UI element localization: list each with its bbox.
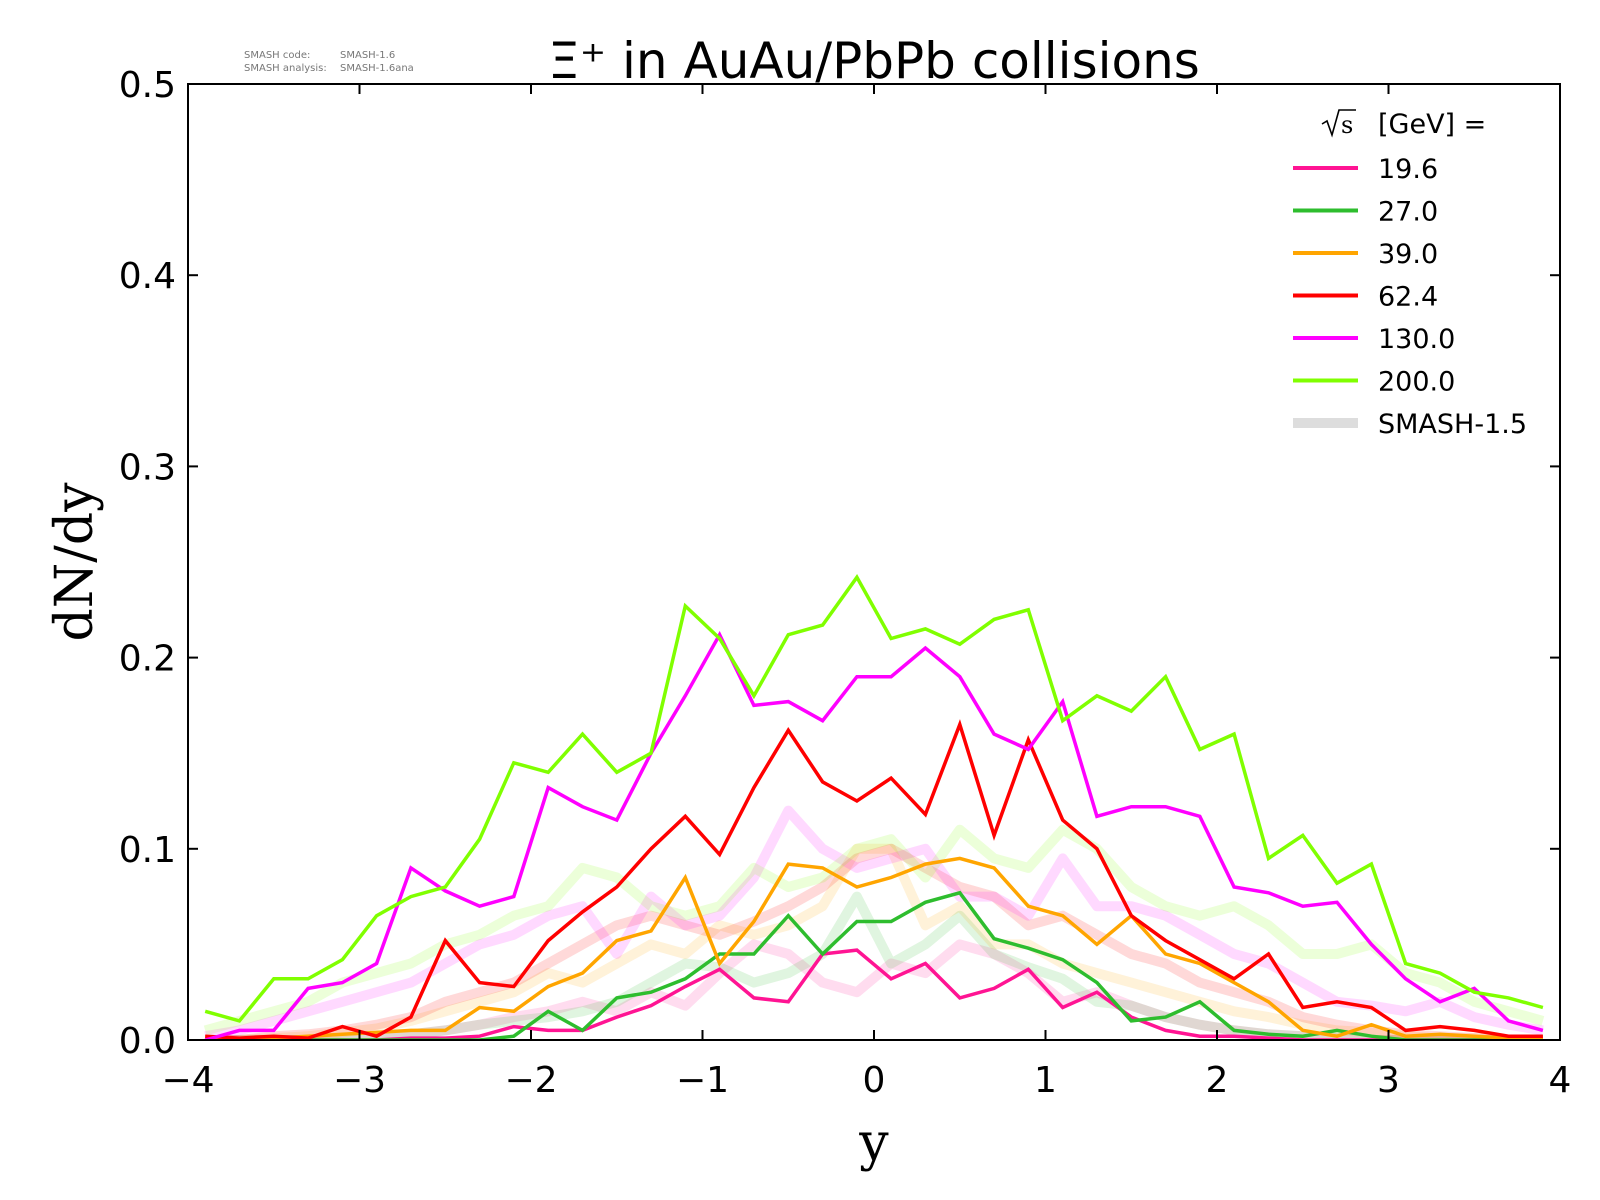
legend-label-reference: SMASH-1.5 xyxy=(1378,409,1527,440)
series-line-200-0 xyxy=(204,574,1544,1023)
reference-line-130-0 xyxy=(204,805,1544,1040)
y-tick-label-0-2: 0.2 xyxy=(119,639,176,680)
legend-title: s [GeV] = xyxy=(1321,109,1486,140)
legend-label-62-4: 62.4 xyxy=(1378,282,1438,313)
series-line-130-0 xyxy=(204,630,1544,1040)
x-tick-label--3: −3 xyxy=(333,1060,386,1101)
legend-label-200-0: 200.0 xyxy=(1378,367,1455,398)
x-tick-label--2: −2 xyxy=(504,1060,557,1101)
smash-analysis-value: SMASH-1.6ana xyxy=(340,63,414,74)
legend-title-suffix: [GeV] = xyxy=(1378,109,1486,140)
x-tick-label-1: 1 xyxy=(1034,1060,1057,1101)
legend: s [GeV] = 19.6 27.0 39.0 62.4 130.0 200.0 SMAS… xyxy=(1293,109,1527,440)
x-tick-label--1: −1 xyxy=(676,1060,729,1101)
legend-label-27-0: 27.0 xyxy=(1378,197,1438,228)
reference-line-200-0 xyxy=(203,824,1545,1036)
legend-label-19-6: 19.6 xyxy=(1378,154,1438,185)
legend-label-39-0: 39.0 xyxy=(1378,239,1438,270)
smash-analysis-label: SMASH analysis: xyxy=(244,63,327,74)
smash-code-value: SMASH-1.6 xyxy=(340,50,395,61)
y-tick-label-0-4: 0.4 xyxy=(119,256,176,297)
y-tick-label-0: 0.0 xyxy=(119,1021,176,1062)
legend-title-root: s xyxy=(1341,111,1353,139)
series-lines xyxy=(204,574,1544,1040)
x-tick-label-0: 0 xyxy=(863,1060,886,1101)
x-axis: −4 −3 −2 −1 0 1 2 3 4 xyxy=(161,84,1571,1101)
reference-line-19-6 xyxy=(205,939,1543,1040)
smash-code-label: SMASH code: xyxy=(244,50,310,61)
x-tick-label-3: 3 xyxy=(1377,1060,1400,1101)
y-tick-label-0-1: 0.1 xyxy=(119,830,176,871)
reference-line-62-4 xyxy=(205,843,1543,1040)
y-axis-label: dN/dy xyxy=(45,482,105,642)
y-tick-label-0-3: 0.3 xyxy=(119,447,176,488)
y-axis: 0.0 0.1 0.2 0.3 0.4 0.5 xyxy=(119,65,1560,1062)
legend-label-130-0: 130.0 xyxy=(1378,324,1455,355)
x-tick-label--4: −4 xyxy=(161,1060,214,1101)
x-tick-label-4: 4 xyxy=(1549,1060,1572,1101)
reference-lines xyxy=(203,805,1545,1040)
x-tick-label-2: 2 xyxy=(1206,1060,1229,1101)
y-tick-label-0-5: 0.5 xyxy=(119,65,176,106)
reference-line-27-0 xyxy=(205,891,1543,1040)
sqrt-symbol xyxy=(1321,109,1356,138)
x-axis-label: y xyxy=(858,1113,889,1173)
series-line-62-4 xyxy=(205,719,1543,1040)
reference-line-39-0 xyxy=(205,843,1543,1040)
series-line-39-0 xyxy=(205,856,1543,1040)
series-line-19-6 xyxy=(205,948,1543,1040)
chart-title: Ξ⁺ in AuAu/PbPb collisions xyxy=(548,32,1200,90)
